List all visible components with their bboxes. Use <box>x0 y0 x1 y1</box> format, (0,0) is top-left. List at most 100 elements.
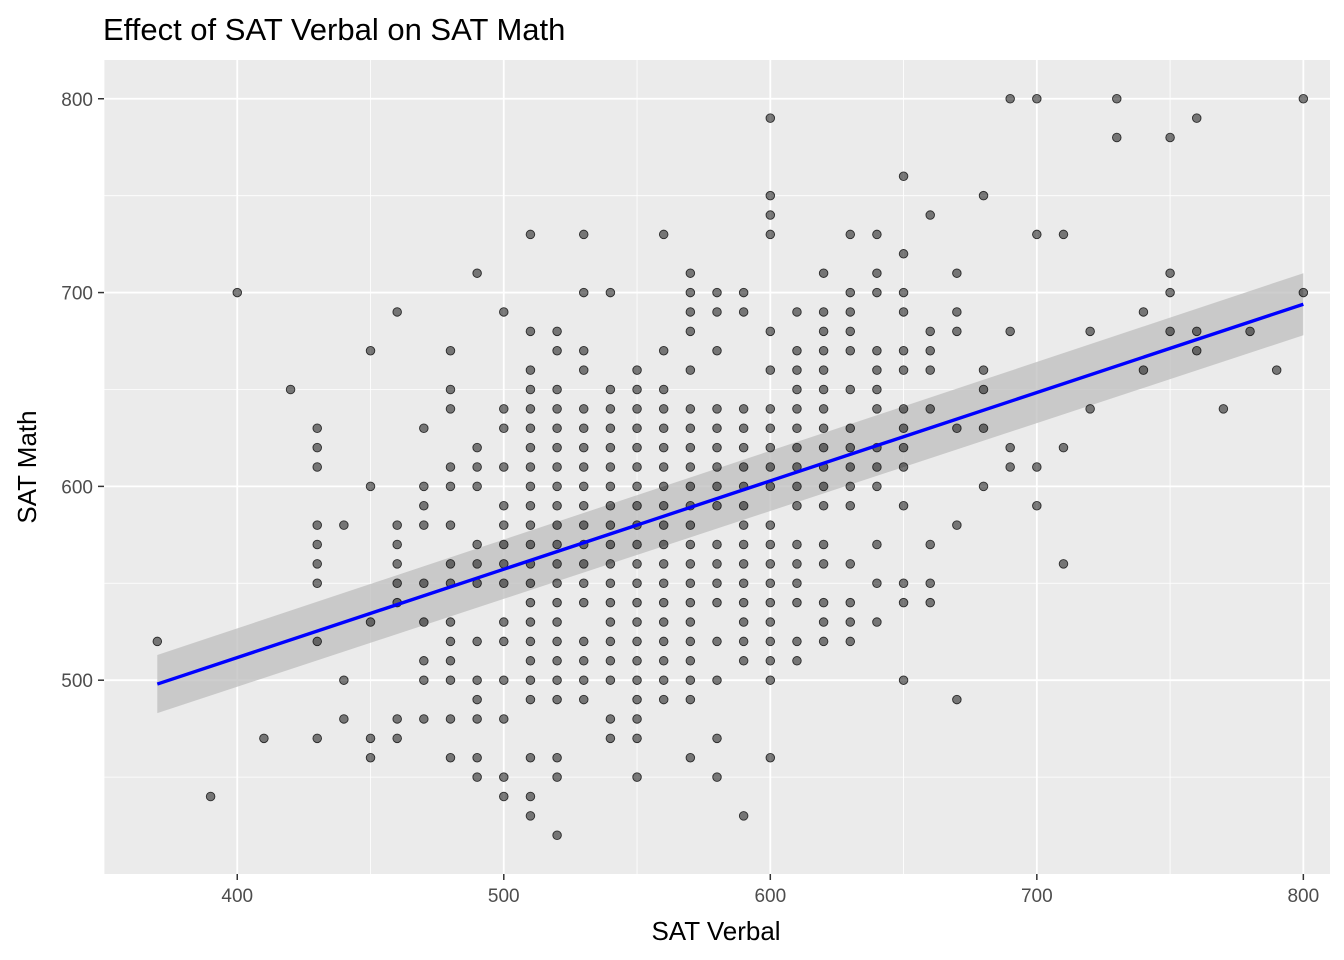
data-point <box>712 481 722 492</box>
data-point <box>792 307 802 317</box>
data-point <box>765 113 776 123</box>
data-point <box>792 384 802 395</box>
data-point <box>765 617 776 627</box>
data-point <box>765 404 776 414</box>
data-point <box>552 442 562 453</box>
x-tick-label: 500 <box>488 886 520 907</box>
data-point <box>712 287 722 298</box>
data-point <box>685 404 696 414</box>
data-point <box>472 481 482 492</box>
x-axis-title: SAT Verbal <box>651 916 780 946</box>
data-point <box>712 404 722 414</box>
data-point <box>419 481 429 492</box>
data-point <box>392 539 402 550</box>
data-point <box>818 404 829 414</box>
data-point <box>898 345 909 356</box>
data-point <box>499 307 509 317</box>
data-point <box>978 190 989 201</box>
data-point <box>605 501 616 511</box>
data-point <box>925 210 935 220</box>
data-point <box>605 733 616 744</box>
data-point <box>552 326 562 337</box>
data-point <box>525 229 536 240</box>
data-point <box>552 656 562 666</box>
data-point <box>1058 559 1069 569</box>
data-point <box>605 287 616 298</box>
data-point <box>312 559 322 569</box>
data-point <box>552 772 562 782</box>
data-point <box>525 365 536 375</box>
data-point <box>898 597 909 608</box>
data-point <box>738 307 749 317</box>
data-point <box>765 210 776 220</box>
data-point <box>339 714 349 724</box>
data-point <box>738 656 749 666</box>
data-point <box>632 636 642 647</box>
data-point <box>845 636 856 647</box>
data-point <box>632 539 642 550</box>
data-point <box>499 772 509 782</box>
data-point <box>765 559 776 569</box>
data-point <box>765 462 776 472</box>
data-point <box>765 539 776 550</box>
data-point <box>552 694 562 705</box>
data-point <box>578 423 589 433</box>
data-point <box>499 462 509 472</box>
data-point <box>1191 113 1202 123</box>
data-point <box>578 404 589 414</box>
data-point <box>1245 326 1255 337</box>
data-point <box>419 714 429 724</box>
data-point <box>765 675 776 685</box>
data-point <box>605 656 616 666</box>
data-point <box>285 384 296 395</box>
data-point <box>685 520 696 530</box>
data-point <box>1165 132 1175 143</box>
data-point <box>658 636 669 647</box>
data-point <box>472 714 482 724</box>
data-point <box>1138 365 1149 375</box>
y-tick-label: 700 <box>61 284 93 305</box>
data-point <box>419 520 429 530</box>
data-point <box>818 636 829 647</box>
data-point <box>525 326 536 337</box>
data-point <box>472 462 482 472</box>
data-point <box>792 636 802 647</box>
data-point <box>392 520 402 530</box>
data-point <box>552 597 562 608</box>
data-point <box>738 636 749 647</box>
data-point <box>632 481 642 492</box>
data-point <box>632 656 642 666</box>
data-point <box>525 539 536 550</box>
data-point <box>552 520 562 530</box>
data-point <box>738 578 749 589</box>
data-point <box>392 578 402 589</box>
y-axis-title: SAT Math <box>12 410 42 523</box>
data-point <box>845 326 856 337</box>
data-point <box>605 423 616 433</box>
data-point <box>632 501 642 511</box>
data-point <box>499 404 509 414</box>
data-point <box>845 307 856 317</box>
data-point <box>472 772 482 782</box>
data-point <box>872 345 882 356</box>
data-point <box>605 462 616 472</box>
data-point <box>632 384 642 395</box>
data-point <box>632 365 642 375</box>
data-point <box>472 559 482 569</box>
data-point <box>605 520 616 530</box>
data-point <box>525 675 536 685</box>
data-point <box>738 404 749 414</box>
data-point <box>898 307 909 317</box>
data-point <box>818 539 829 550</box>
data-point <box>312 636 322 647</box>
data-point <box>658 617 669 627</box>
data-point <box>845 423 856 433</box>
data-point <box>845 442 856 453</box>
data-point <box>712 423 722 433</box>
data-point <box>845 229 856 240</box>
data-point <box>445 345 456 356</box>
data-point <box>312 423 322 433</box>
data-point <box>845 559 856 569</box>
data-point <box>578 578 589 589</box>
data-point <box>1005 326 1015 337</box>
